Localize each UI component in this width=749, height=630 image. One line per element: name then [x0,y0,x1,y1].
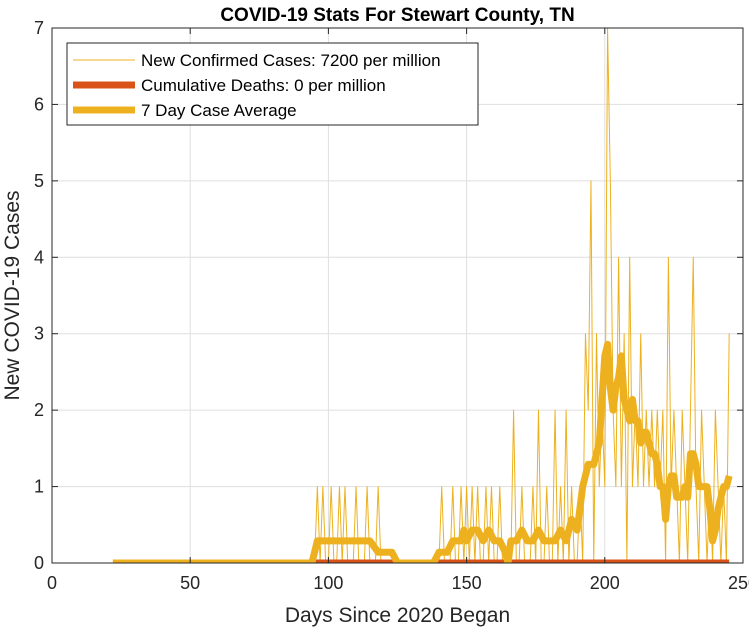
y-tick-label: 2 [34,400,44,420]
chart-title: COVID-19 Stats For Stewart County, TN [220,5,574,26]
legend-entry-0: New Confirmed Cases: 7200 per million [141,51,441,70]
series-line-2 [112,340,733,563]
y-axis-label: New COVID-19 Cases [1,190,24,400]
y-tick-label: 7 [34,18,44,38]
y-tick-label: 1 [34,477,44,497]
axis-ticks [51,27,744,564]
x-axis-label: Days Since 2020 Began [285,604,510,627]
tick-labels: 0 50 100 150 200 250 0 1 2 3 4 5 6 7 [34,18,749,593]
legend-entry-2: 7 Day Case Average [141,101,297,120]
legend-box [66,42,479,126]
x-tick-label: 250 [728,573,749,593]
y-tick-label: 0 [34,553,44,573]
legend: New Confirmed Cases: 7200 per million Cum… [66,42,479,126]
plot-frame [51,27,744,564]
x-tick-label: 200 [590,573,620,593]
x-tick-label: 50 [180,573,200,593]
y-tick-label: 5 [34,171,44,191]
plot-series-group [112,27,733,563]
legend-entry-1: Cumulative Deaths: 0 per million [141,76,386,95]
x-tick-label: 100 [313,573,343,593]
series-layer [112,27,733,563]
x-tick-label: 150 [452,573,482,593]
y-tick-label: 4 [34,247,44,267]
y-tick-label: 6 [34,94,44,114]
x-tick-label: 0 [47,573,57,593]
y-tick-label: 3 [34,324,44,344]
